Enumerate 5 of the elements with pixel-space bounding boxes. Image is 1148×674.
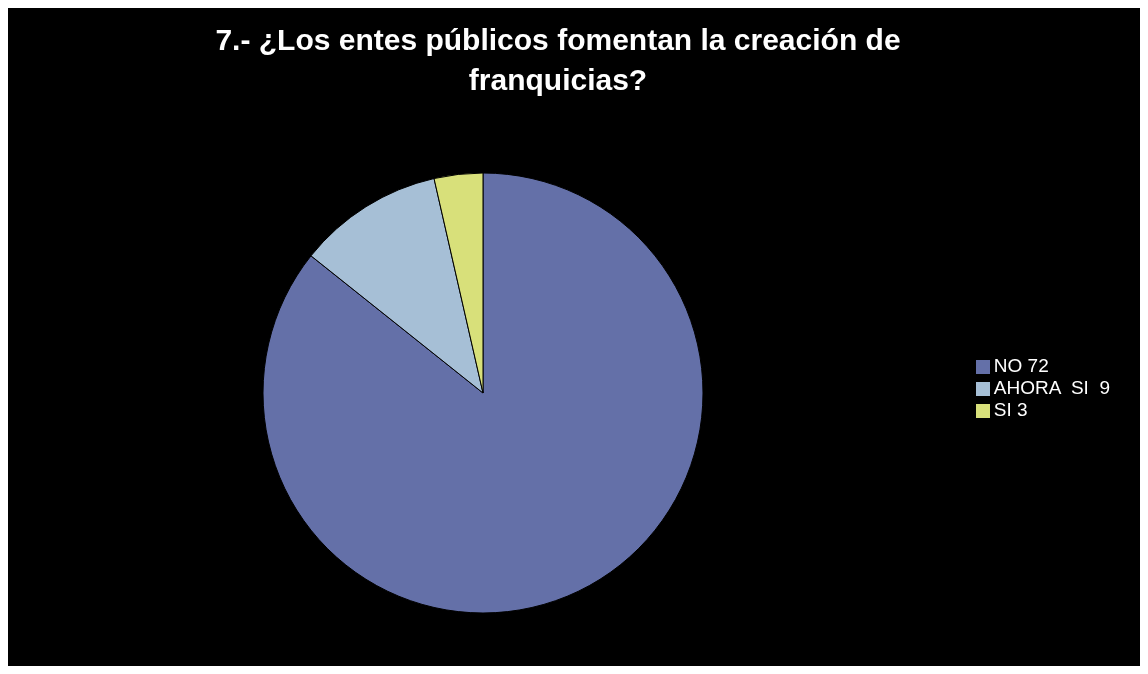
legend-label: SI 3 (993, 399, 1028, 420)
legend-label: NO 72 (993, 355, 1049, 376)
pie-slice (262, 172, 704, 614)
legend-label: AHORA SI 9 (993, 377, 1110, 398)
chart-title: 7.- ¿Los entes públicos fomentan la creación de franquicias? (214, 22, 902, 98)
